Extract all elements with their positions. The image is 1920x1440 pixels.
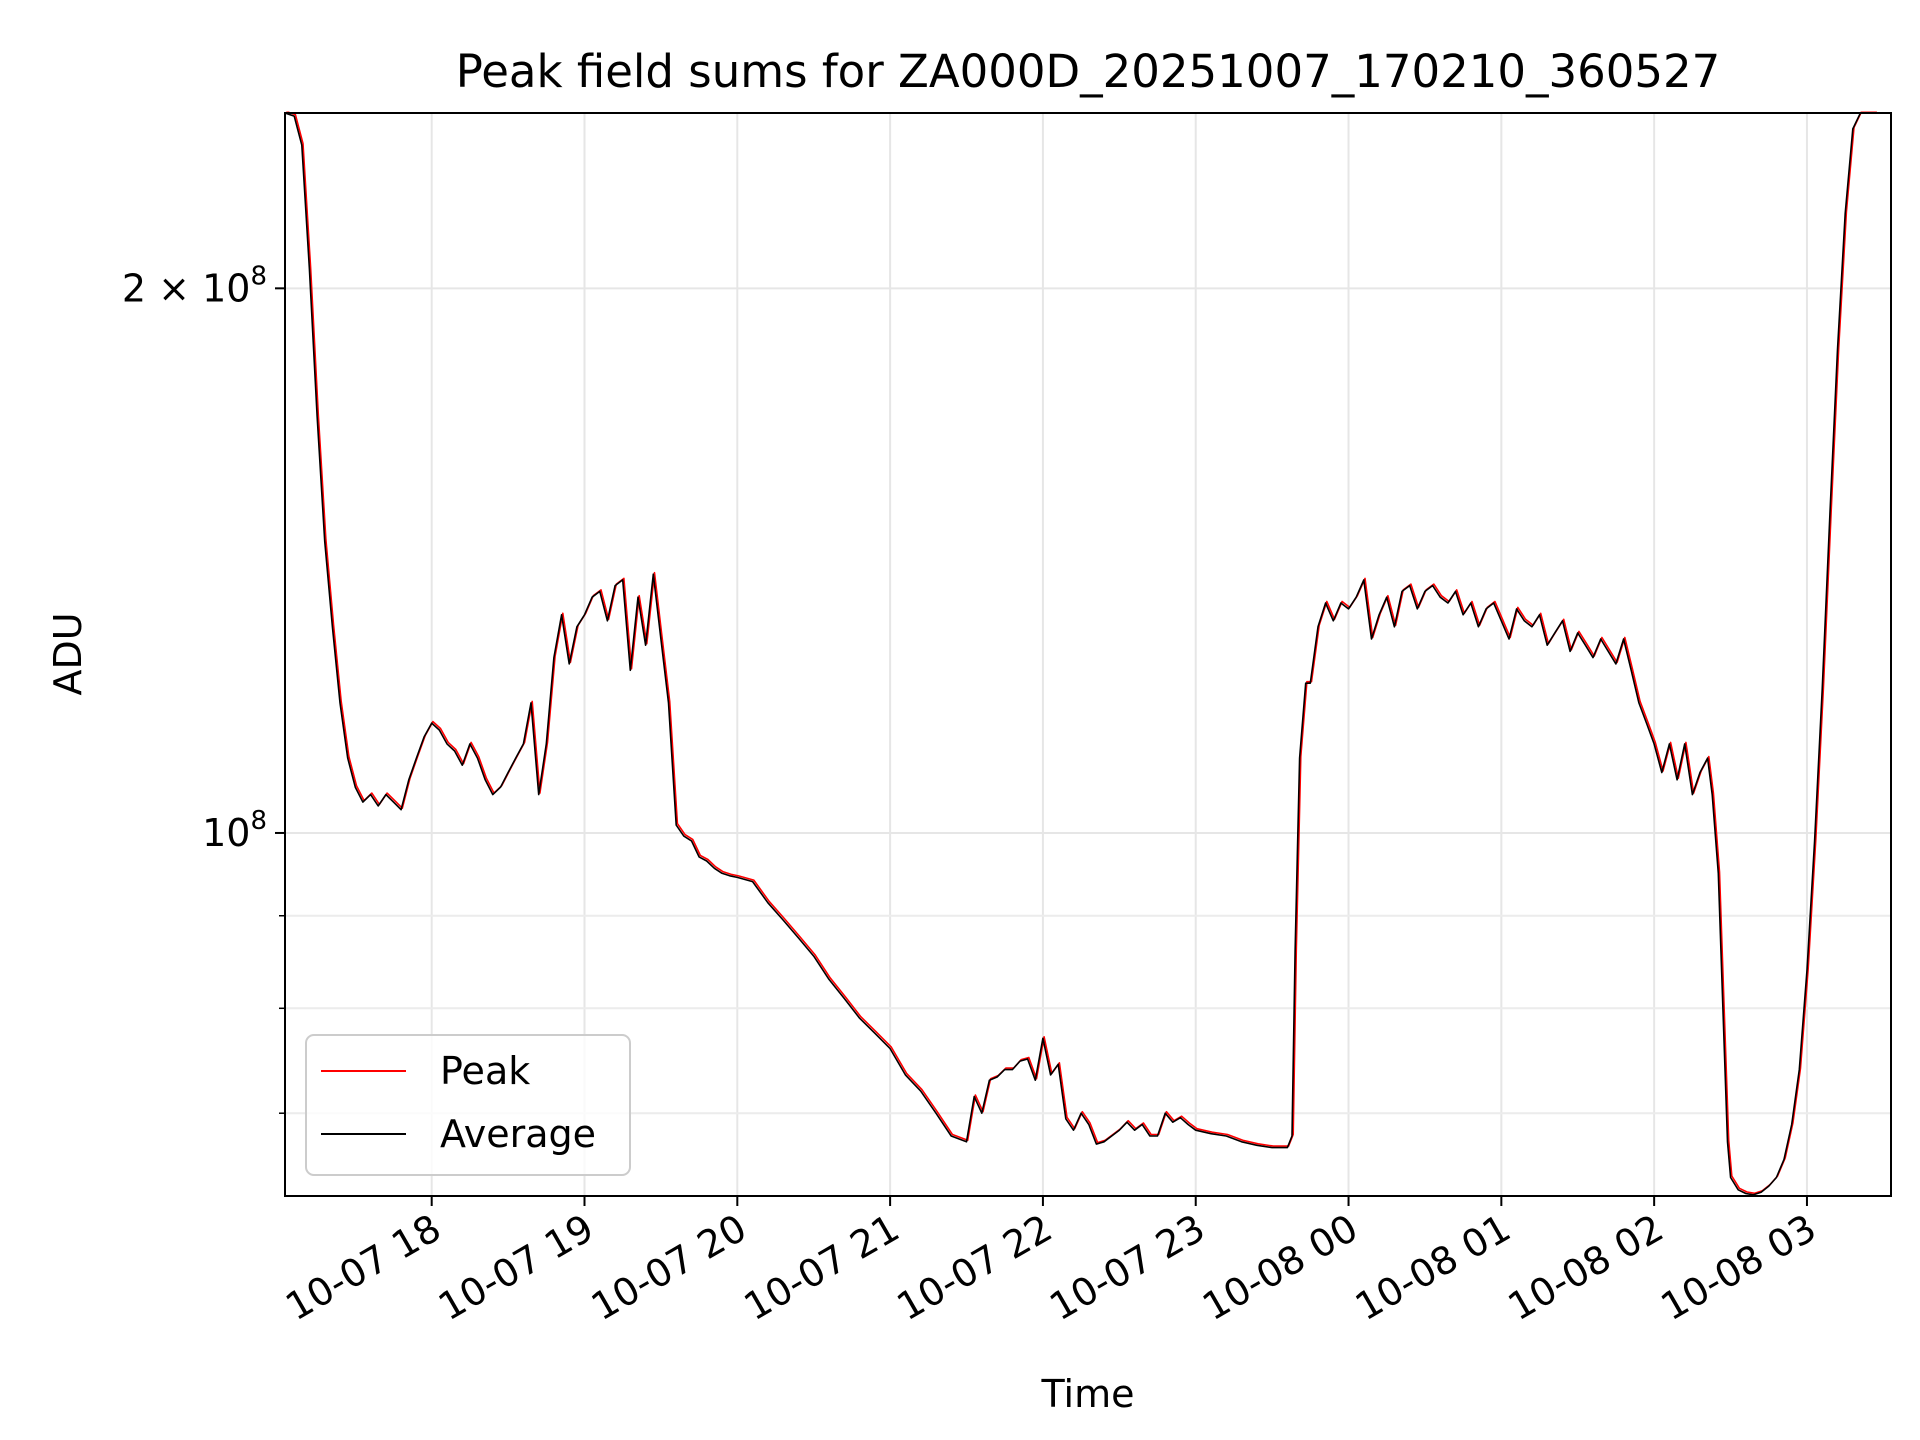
series-lines (285, 111, 1877, 1196)
plot-frame (284, 112, 1892, 1197)
legend: Peak Average (305, 1034, 631, 1176)
series-line-average (285, 113, 1876, 1196)
legend-peak-label: Peak (440, 1049, 530, 1093)
x-axis-label: Time (1041, 1372, 1135, 1416)
y-axis-ticks: 108 2 × 108 (122, 261, 285, 1114)
y-axis-label: ADU (46, 612, 90, 695)
legend-average-label: Average (440, 1112, 596, 1156)
chart-title: Peak field sums for ZA000D_20251007_1702… (456, 45, 1721, 98)
y-tick-label: 2 × 108 (122, 261, 267, 310)
y-tick-label: 108 (202, 806, 267, 855)
grid-lines (285, 113, 1891, 1196)
